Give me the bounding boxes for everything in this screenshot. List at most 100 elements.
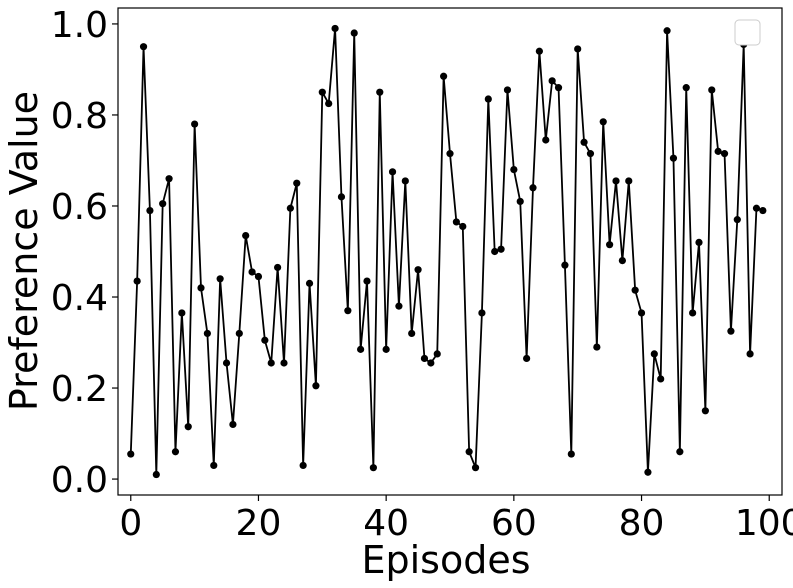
data-point <box>261 336 269 344</box>
data-point <box>548 77 556 85</box>
data-point <box>127 450 135 458</box>
data-point <box>312 382 320 390</box>
data-point <box>318 88 326 96</box>
data-point <box>669 154 678 162</box>
data-point <box>286 204 294 212</box>
data-point <box>203 329 211 338</box>
data-point <box>561 261 569 269</box>
data-point <box>369 464 377 472</box>
data-point <box>676 448 684 456</box>
data-point <box>293 179 301 187</box>
data-point <box>529 184 537 192</box>
data-point <box>459 222 467 231</box>
x-tick-label: 0 <box>119 503 142 544</box>
data-point <box>344 307 352 315</box>
x-tick-label: 80 <box>619 503 665 544</box>
data-point <box>305 279 314 287</box>
data-point <box>178 309 186 317</box>
data-point <box>689 309 697 317</box>
data-point <box>139 43 148 51</box>
data-point <box>331 24 339 33</box>
data-point <box>586 150 595 158</box>
data-point <box>274 263 282 272</box>
data-point <box>433 350 441 358</box>
data-point <box>759 206 767 215</box>
y-axis-ticks: 0.0 0.2 0.4 0.6 0.8 1.0 <box>51 5 118 501</box>
data-point <box>242 231 250 240</box>
data-point <box>606 241 614 249</box>
data-point <box>650 350 658 358</box>
data-point <box>535 47 543 55</box>
data-point <box>663 27 671 35</box>
data-point <box>376 88 384 96</box>
data-point <box>337 193 346 201</box>
data-point <box>171 448 180 456</box>
data-point <box>478 309 486 317</box>
data-point <box>229 420 237 429</box>
data-point <box>733 216 741 224</box>
data-point <box>446 150 454 158</box>
data-point <box>682 84 690 92</box>
data-point <box>554 84 563 92</box>
data-point <box>542 136 550 144</box>
data-point <box>580 138 588 146</box>
data-point <box>184 423 192 431</box>
data-point <box>452 218 460 226</box>
data-point <box>471 464 480 472</box>
data-point <box>644 468 652 476</box>
x-axis-label: Episodes <box>361 538 530 582</box>
y-tick-label: 0.2 <box>51 369 108 410</box>
y-axis-label: Preference Value <box>2 91 46 411</box>
data-point <box>516 197 524 206</box>
data-point <box>695 238 703 246</box>
data-point <box>593 343 601 351</box>
data-point <box>165 175 173 183</box>
data-point <box>567 450 575 458</box>
data-point <box>414 266 422 274</box>
data-point <box>152 470 160 479</box>
data-point <box>357 345 365 353</box>
data-point <box>363 277 371 285</box>
data-point <box>401 177 409 185</box>
legend-box <box>734 19 761 46</box>
data-point <box>267 359 275 367</box>
data-point <box>420 354 429 363</box>
data-point <box>280 359 288 367</box>
data-point <box>440 72 448 80</box>
x-tick-label: 100 <box>735 503 793 544</box>
data-point <box>146 206 154 215</box>
data-point <box>503 86 512 94</box>
data-point <box>523 354 531 363</box>
data-point <box>746 350 754 358</box>
data-point <box>708 86 716 94</box>
data-point <box>191 120 199 128</box>
data-point <box>625 177 633 185</box>
data-point <box>197 284 205 292</box>
data-point <box>701 407 709 415</box>
data-point <box>484 95 492 103</box>
data-point <box>254 272 263 281</box>
data-point <box>427 359 435 367</box>
data-point <box>752 204 761 212</box>
data-point <box>382 345 390 353</box>
data-point <box>408 329 416 338</box>
y-tick-label: 1.0 <box>51 5 108 46</box>
data-point <box>350 29 358 37</box>
data-point <box>574 45 582 53</box>
data-point <box>727 327 735 335</box>
data-point <box>395 302 403 310</box>
x-axis-ticks: 0 20 40 60 80 100 <box>119 495 793 544</box>
data-point <box>491 247 499 256</box>
data-point <box>497 245 505 253</box>
y-tick-label: 0.4 <box>51 278 108 319</box>
data-point <box>133 277 141 285</box>
x-tick-label: 40 <box>363 503 409 544</box>
plot-background <box>118 8 782 495</box>
data-point <box>618 257 626 265</box>
data-point <box>216 275 224 283</box>
data-point <box>235 329 243 338</box>
data-point <box>657 375 665 383</box>
x-tick-label: 20 <box>236 503 282 544</box>
y-tick-label: 0.0 <box>51 460 108 501</box>
